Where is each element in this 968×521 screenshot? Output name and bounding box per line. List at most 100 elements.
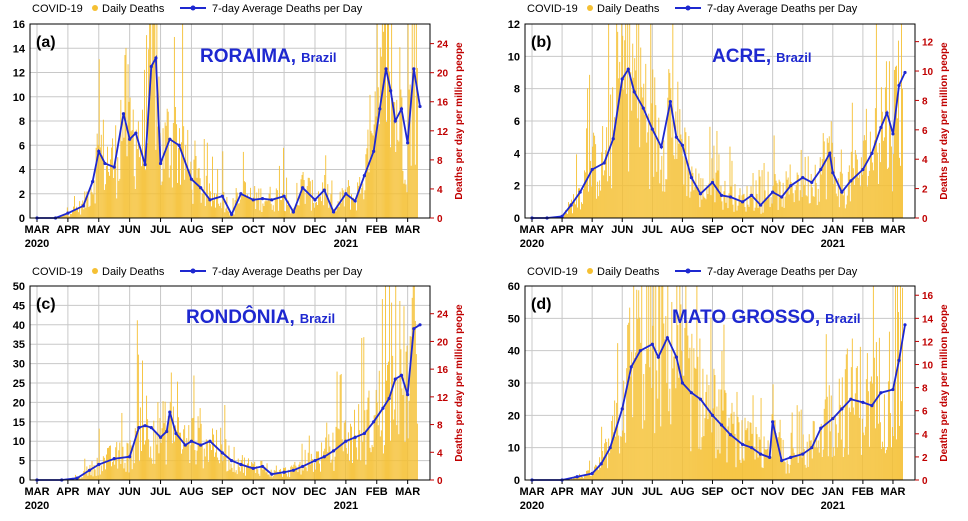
daily-death-bar [641, 87, 643, 218]
daily-death-bar [690, 191, 692, 218]
daily-death-bar [198, 168, 200, 218]
daily-death-bar [397, 379, 399, 480]
daily-death-bar [774, 174, 776, 218]
daily-death-bar [670, 424, 672, 480]
daily-death-bar [787, 464, 789, 480]
daily-death-bar [351, 426, 352, 480]
average-data-point [121, 112, 126, 116]
daily-death-bar [795, 185, 797, 218]
daily-death-bar [193, 159, 195, 218]
daily-death-bar [264, 201, 266, 218]
daily-death-bar [806, 196, 808, 218]
daily-death-bar [272, 205, 274, 218]
daily-death-bar [782, 182, 784, 218]
daily-death-bar [247, 194, 248, 218]
average-data-point [208, 439, 212, 443]
daily-death-bar [217, 457, 219, 480]
daily-death-bar [367, 129, 369, 218]
daily-death-bar [842, 195, 844, 218]
average-data-point [229, 212, 234, 216]
daily-death-bar [649, 188, 651, 218]
daily-death-bar [264, 467, 266, 480]
daily-death-bar [864, 140, 866, 218]
average-data-point [789, 455, 793, 459]
daily-death-bar [129, 97, 131, 218]
daily-death-bar [369, 447, 371, 480]
daily-death-bar [215, 452, 217, 480]
daily-death-bar [92, 194, 94, 218]
daily-death-bar [599, 457, 601, 480]
daily-death-bar [309, 464, 311, 480]
daily-death-bar [290, 466, 292, 480]
region-title: RORAIMA, [200, 46, 296, 67]
daily-death-bar [172, 122, 174, 218]
daily-death-bar [685, 286, 687, 480]
daily-death-bar [894, 66, 896, 218]
daily-death-bar [403, 306, 405, 480]
daily-death-bar [113, 457, 115, 480]
daily-death-bar [712, 408, 714, 480]
right-axis-tick-label: 12 [437, 393, 449, 404]
daily-death-bar [115, 447, 117, 480]
x-tick-label: APR [550, 224, 573, 236]
x-tick-label: MAY [580, 486, 604, 498]
average-data-point [154, 56, 158, 60]
daily-death-bar [683, 184, 685, 218]
chart-panel-2: COVID-19 Daily Deaths 7-day Average Deaths… [508, 3, 950, 250]
daily-death-bar [354, 409, 356, 480]
chart-panel-4: COVID-19 Daily Deaths 7-day Average Deaths… [508, 266, 950, 512]
average-data-point [137, 426, 141, 430]
daily-death-bar [371, 444, 373, 480]
daily-death-bar [94, 469, 96, 480]
daily-death-bar [821, 457, 823, 480]
average-data-point [879, 391, 883, 395]
daily-death-bar [202, 468, 204, 480]
daily-death-bar [213, 434, 214, 480]
right-axis-tick-label: 20 [437, 337, 449, 348]
daily-death-bar [826, 138, 828, 218]
average-data-point [112, 165, 116, 169]
daily-death-bar [716, 406, 718, 480]
daily-death-bar [153, 24, 155, 218]
daily-death-bar [656, 171, 658, 218]
daily-death-bar [340, 374, 342, 480]
daily-death-bar [288, 200, 290, 218]
daily-death-bar [637, 318, 639, 480]
daily-death-bar [568, 202, 569, 218]
daily-death-bar [704, 197, 706, 218]
daily-death-bar [278, 469, 280, 480]
daily-death-bar [591, 186, 593, 218]
daily-death-bar [414, 164, 416, 218]
daily-death-bar [595, 144, 597, 218]
x-tick-label: MAR [880, 224, 905, 236]
daily-death-bar [345, 447, 347, 480]
daily-death-bar [898, 157, 900, 218]
daily-death-bar [80, 214, 82, 218]
daily-death-bar [335, 426, 337, 480]
daily-death-bar [397, 139, 399, 218]
daily-death-bar [792, 448, 794, 480]
daily-death-bar [392, 355, 394, 480]
daily-death-bar [286, 177, 288, 218]
daily-death-bar [339, 375, 341, 480]
daily-death-bar [848, 407, 850, 480]
daily-death-bar [157, 402, 159, 480]
average-data-point [749, 446, 754, 450]
daily-death-bar [623, 380, 625, 480]
daily-death-bar [873, 357, 875, 480]
daily-death-bar [365, 464, 367, 480]
daily-death-bar [888, 61, 890, 218]
daily-deaths-bars [563, 286, 903, 480]
panel-label: (d) [531, 296, 551, 313]
daily-death-bar [851, 338, 853, 480]
daily-death-bar [228, 211, 230, 218]
average-data-point [897, 358, 901, 362]
average-data-point [650, 127, 654, 131]
daily-deaths-bars [549, 24, 903, 219]
daily-death-bar [748, 440, 750, 480]
daily-death-bar [226, 471, 228, 480]
daily-death-bar [840, 439, 842, 480]
right-axis-tick-label: 8 [437, 156, 443, 167]
daily-death-bar [206, 142, 208, 218]
panel-label: (a) [36, 34, 56, 51]
